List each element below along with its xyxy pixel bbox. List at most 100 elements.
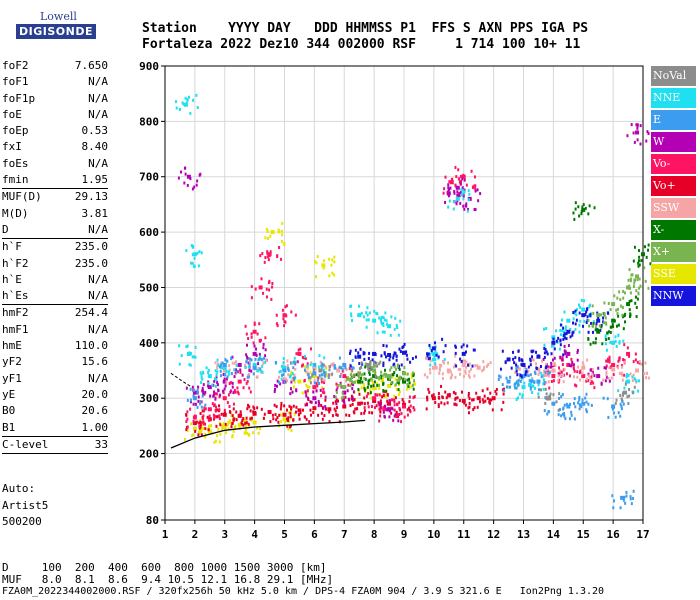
echo-mark-sse bbox=[307, 378, 310, 382]
echo-mark-w bbox=[201, 386, 204, 390]
echo-mark-e bbox=[622, 402, 625, 406]
echo-mark-vo bbox=[320, 380, 323, 384]
echo-mark-w bbox=[343, 401, 346, 405]
echo-mark-sse bbox=[303, 365, 306, 369]
echo-mark-vo bbox=[248, 386, 251, 390]
data-point-vo bbox=[327, 407, 332, 412]
echo-mark-ssw bbox=[545, 362, 548, 366]
param-value: N/A bbox=[88, 75, 108, 89]
echo-mark-nne bbox=[181, 101, 184, 105]
echo-mark-sse bbox=[257, 431, 260, 435]
echo-mark-vo bbox=[444, 175, 447, 179]
echo-mark-e bbox=[622, 498, 625, 502]
echo-mark-w bbox=[229, 390, 232, 394]
echo-mark-e bbox=[201, 394, 204, 398]
echo-mark-noval bbox=[628, 388, 631, 392]
echo-mark-nnw bbox=[441, 337, 444, 341]
echo-mark-nnw bbox=[575, 318, 578, 322]
echo-mark-sse bbox=[232, 429, 235, 433]
echo-mark-vo bbox=[298, 408, 301, 412]
echo-mark-e bbox=[560, 395, 563, 399]
echo-mark-nnw bbox=[392, 353, 395, 357]
echo-mark-ssw bbox=[217, 362, 220, 366]
echo-mark-ssw bbox=[576, 375, 579, 379]
echo-mark-nne bbox=[462, 189, 465, 193]
echo-mark-vo bbox=[446, 401, 449, 405]
echo-mark-w bbox=[324, 395, 327, 399]
echo-mark-sse bbox=[408, 379, 411, 383]
echo-mark-x bbox=[394, 383, 397, 387]
echo-mark-x bbox=[588, 204, 591, 208]
echo-mark-w bbox=[476, 188, 479, 192]
echo-mark-e bbox=[293, 361, 296, 365]
param-row-22: B1 1.00 bbox=[2, 420, 108, 436]
echo-mark-w bbox=[447, 188, 450, 192]
echo-mark-nnw bbox=[383, 352, 386, 356]
echo-mark-vo bbox=[254, 410, 257, 414]
echo-mark-vo bbox=[254, 287, 257, 291]
data-point-nnw bbox=[387, 353, 392, 358]
echo-mark-nnw bbox=[543, 351, 546, 355]
echo-mark-nne bbox=[196, 106, 199, 110]
echo-mark-sse bbox=[228, 419, 231, 423]
echo-mark-sse bbox=[269, 234, 272, 238]
echo-mark-sse bbox=[200, 429, 203, 433]
echo-mark-vo bbox=[344, 395, 347, 399]
echo-mark-nne bbox=[577, 303, 580, 307]
echo-mark-nnw bbox=[515, 369, 518, 373]
data-point-vo bbox=[342, 404, 347, 409]
data-point-nnw bbox=[506, 357, 511, 362]
echo-mark-vo bbox=[289, 411, 292, 415]
echo-mark-w bbox=[639, 124, 642, 128]
echo-mark-vo bbox=[260, 407, 263, 411]
echo-mark-e bbox=[192, 394, 195, 398]
echo-mark-ssw bbox=[629, 372, 632, 376]
echo-mark-nne bbox=[220, 366, 223, 370]
echo-mark-vo bbox=[348, 367, 351, 371]
data-point-vo bbox=[461, 174, 466, 179]
echo-mark-sse bbox=[333, 273, 336, 277]
param-value: 235.0 bbox=[74, 256, 108, 270]
echo-mark-nne bbox=[264, 360, 267, 364]
echo-mark-x bbox=[398, 378, 401, 382]
echo-mark-x bbox=[403, 377, 406, 381]
echo-mark-noval bbox=[369, 368, 372, 372]
echo-mark-w bbox=[290, 380, 293, 384]
echo-mark-nne bbox=[375, 312, 378, 316]
echo-mark-e bbox=[623, 495, 626, 499]
echo-mark-sse bbox=[397, 383, 400, 387]
echo-mark-w bbox=[314, 401, 317, 405]
echo-mark-vo bbox=[368, 411, 371, 415]
echo-mark-w bbox=[553, 356, 556, 360]
echo-mark-w bbox=[383, 415, 386, 419]
data-point-ssw bbox=[431, 365, 436, 370]
data-point-sse bbox=[372, 386, 377, 391]
echo-mark-vo bbox=[235, 410, 238, 414]
echo-mark-nne bbox=[178, 362, 181, 366]
echo-mark-vo bbox=[245, 381, 248, 385]
echo-mark-x bbox=[334, 395, 337, 399]
echo-mark-vo bbox=[348, 414, 351, 418]
echo-mark-vo bbox=[186, 417, 189, 421]
echo-mark-vo bbox=[299, 411, 302, 415]
echo-mark-noval bbox=[375, 361, 378, 365]
echo-mark-vo bbox=[500, 408, 503, 412]
echo-mark-nne bbox=[518, 392, 521, 396]
echo-mark-sse bbox=[381, 377, 384, 381]
echo-mark-nnw bbox=[357, 351, 360, 355]
param-value: N/A bbox=[88, 371, 108, 385]
echo-mark-sse bbox=[309, 379, 312, 383]
echo-mark-w bbox=[255, 347, 258, 351]
echo-mark-x bbox=[635, 306, 638, 310]
echo-mark-vo bbox=[301, 363, 304, 367]
echo-mark-vo bbox=[400, 420, 403, 424]
echo-mark-ssw bbox=[225, 380, 228, 384]
echo-mark-ssw bbox=[464, 369, 467, 373]
echo-mark-x bbox=[603, 321, 606, 325]
echo-mark-w bbox=[464, 204, 467, 208]
echo-mark-ssw bbox=[527, 369, 530, 373]
echo-mark-sse bbox=[331, 258, 334, 262]
echo-mark-nne bbox=[289, 374, 292, 378]
echo-mark-nne bbox=[617, 333, 620, 337]
echo-mark-vo bbox=[347, 383, 350, 387]
